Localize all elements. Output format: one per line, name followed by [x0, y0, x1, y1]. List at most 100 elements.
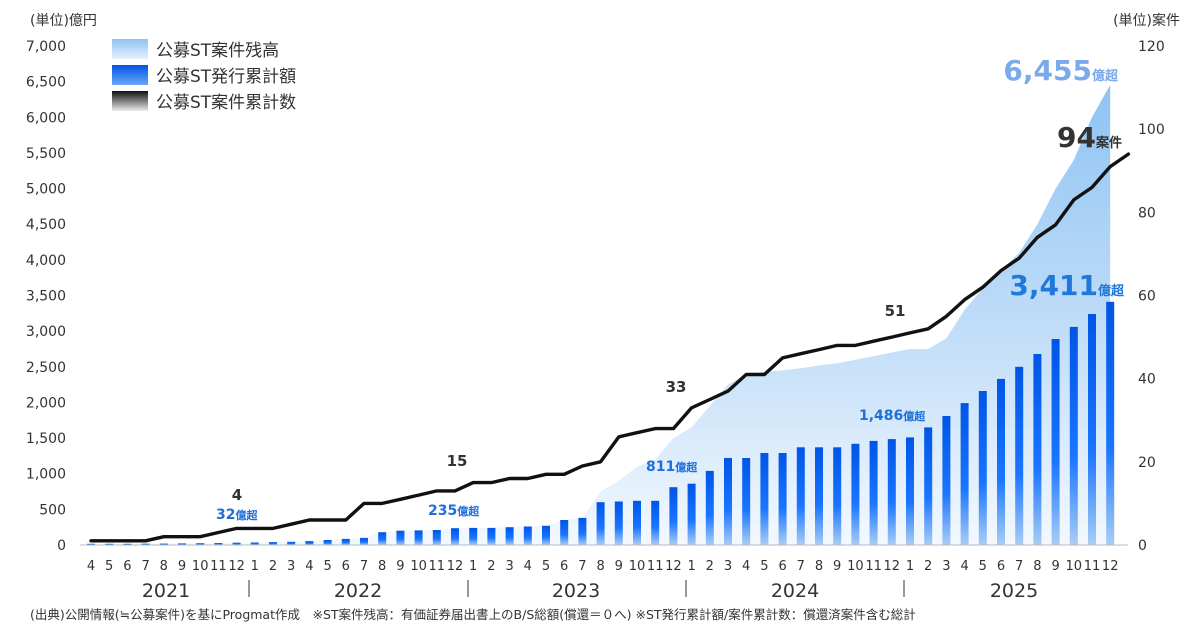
month-tick-label: 5 — [105, 559, 113, 574]
right-tick-label: 40 — [1138, 372, 1156, 388]
year-label-2023: 2023 — [552, 580, 600, 602]
issuance-bar — [378, 532, 387, 545]
issuance-bar — [396, 530, 405, 545]
month-tick-label: 6 — [560, 559, 568, 574]
issuance-bar — [614, 501, 623, 545]
left-tick-label: 5,000 — [26, 182, 66, 198]
issuance-bar — [341, 538, 350, 545]
month-tick-label: 3 — [287, 559, 295, 574]
legend: 公募ST案件残高 公募ST発行累計額 公募ST案件累計数 — [112, 39, 296, 113]
issuance-label-2023: 811億超 — [646, 459, 698, 475]
issuance-label-2022: 235億超 — [428, 503, 480, 519]
month-tick-label: 6 — [997, 559, 1005, 574]
month-tick-label: 8 — [160, 559, 168, 574]
month-tick-label: 8 — [815, 559, 823, 574]
issuance-bar — [1033, 354, 1042, 545]
issuance-bar — [232, 542, 241, 545]
issuance-bar — [851, 443, 860, 545]
issuance-bar — [214, 543, 223, 545]
issuance-label-2021: 32億超 — [216, 507, 258, 523]
right-tick-label: 60 — [1138, 289, 1156, 305]
month-tick-label: 8 — [596, 559, 604, 574]
month-tick-label: 12 — [228, 559, 245, 574]
left-tick-label: 2,500 — [26, 360, 66, 376]
month-tick-label: 1 — [251, 559, 259, 574]
left-tick-label: 7,000 — [26, 39, 66, 55]
right-tick-label: 0 — [1138, 538, 1147, 554]
legend-label-issuance: 公募ST発行累計額 — [156, 67, 296, 87]
issuance-bar — [542, 525, 550, 545]
issuance-bar — [778, 453, 787, 545]
issuance-bar — [887, 439, 896, 545]
month-tick-label: 11 — [1084, 559, 1101, 574]
month-tick-label: 3 — [505, 559, 513, 574]
issuance-bar — [978, 391, 987, 545]
issuance-bar — [742, 458, 751, 545]
left-tick-label: 0 — [57, 538, 66, 554]
right-tick-label: 120 — [1138, 39, 1165, 55]
count-label-2025: 94案件 — [1057, 121, 1122, 154]
issuance-bar-layer — [87, 301, 1115, 545]
issuance-bar — [687, 483, 696, 545]
count-label-2024: 51 — [885, 302, 906, 320]
month-tick-label: 10 — [192, 559, 209, 574]
month-tick-label: 9 — [615, 559, 623, 574]
month-tick-label: 9 — [833, 559, 841, 574]
issuance-bar — [633, 500, 641, 545]
legend-swatch-issuance — [112, 65, 148, 85]
month-tick-label: 4 — [305, 559, 313, 574]
outstanding-area-layer — [91, 84, 1111, 546]
issuance-bar — [432, 530, 441, 545]
month-tick-label: 8 — [1033, 559, 1041, 574]
month-tick-label: 11 — [865, 559, 882, 574]
month-tick-label: 7 — [797, 559, 805, 574]
month-tick-label: 10 — [1066, 559, 1083, 574]
month-tick-label: 12 — [1102, 559, 1119, 574]
month-tick-label: 8 — [378, 559, 386, 574]
issuance-bar — [651, 500, 660, 545]
legend-swatch-outstanding — [112, 39, 148, 59]
month-tick-label: 7 — [1015, 559, 1023, 574]
issuance-bar — [833, 447, 842, 545]
issuance-bar — [578, 517, 587, 545]
axis-ticks: 0 500 1,000 1,500 2,000 2,500 3,000 3,500 4,000 4… — [26, 39, 1165, 554]
left-tick-label: 1,500 — [26, 431, 66, 447]
issuance-bar — [1015, 366, 1024, 545]
source-note: (出典)公開情報(≒公募案件)を基にProgmat作成 ※ST案件残高：有価証券… — [30, 607, 916, 622]
month-tick-label: 4 — [87, 559, 95, 574]
issuance-bar — [560, 520, 569, 545]
count-label-2021: 4 — [232, 486, 242, 504]
issuance-bar — [269, 542, 277, 545]
month-tick-label: 1 — [687, 559, 695, 574]
month-tick-label: 9 — [1051, 559, 1059, 574]
issuance-bar — [796, 447, 805, 545]
month-tick-label: 12 — [884, 559, 901, 574]
issuance-label-2025: 3,411億超 — [1009, 269, 1125, 302]
left-tick-label: 3,500 — [26, 289, 66, 305]
issuance-bar — [159, 543, 168, 545]
issuance-bar — [1051, 339, 1060, 545]
project-count-line — [89, 152, 1131, 543]
issuance-bar — [323, 540, 332, 545]
left-axis-unit: (単位)億円 — [30, 13, 97, 29]
left-tick-label: 4,000 — [26, 253, 66, 269]
month-tick-label: 10 — [629, 559, 646, 574]
month-labels: 4 5 6 7 8 9 10 11 12 1 2 3 4 5 6 7 8 9 10 11 12 1 2 3 4 5 6 7 8 9 10 11… — [87, 559, 1119, 574]
month-tick-label: 11 — [210, 559, 227, 574]
issuance-bar — [505, 527, 514, 545]
month-tick-label: 10 — [410, 559, 427, 574]
issuance-bar — [596, 502, 605, 545]
month-tick-label: 5 — [979, 559, 987, 574]
right-tick-label: 100 — [1138, 122, 1165, 138]
issuance-bar — [523, 526, 532, 545]
issuance-bar — [924, 427, 933, 545]
issuance-bar — [724, 458, 732, 545]
issuance-bar — [105, 543, 114, 545]
month-tick-label: 3 — [724, 559, 732, 574]
year-label-2024: 2024 — [771, 580, 819, 602]
month-tick-label: 5 — [323, 559, 331, 574]
month-tick-label: 6 — [778, 559, 786, 574]
legend-swatch-count — [112, 91, 148, 111]
issuance-bar — [705, 470, 714, 545]
issuance-label-2024: 1,486億超 — [859, 408, 926, 424]
